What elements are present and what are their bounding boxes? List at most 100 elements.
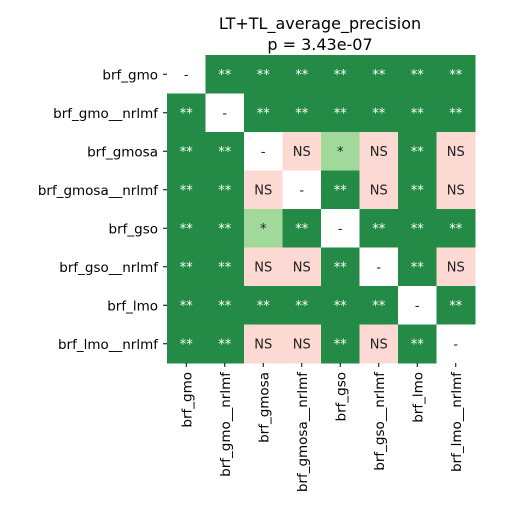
heatmap-cell [282, 209, 322, 248]
y-tick-label: brf_lmo__nrlmf [58, 337, 159, 353]
cell-label: ** [180, 106, 194, 121]
heatmap-cell [359, 324, 399, 364]
heatmap-cell [205, 132, 245, 171]
heatmap-cell [205, 170, 245, 210]
heatmap-cell [282, 286, 322, 325]
cell-label: ** [411, 222, 425, 237]
heatmap-cell [321, 286, 360, 325]
heatmap-cell [205, 93, 245, 133]
heatmap-cell [398, 170, 437, 210]
x-tick-label: brf_gmo [179, 372, 195, 428]
cell-label: * [337, 145, 344, 160]
cell-label: ** [218, 68, 232, 83]
cell-label: NS [447, 183, 465, 198]
cell-label: ** [218, 337, 232, 352]
heatmap-cell [398, 209, 437, 248]
cell-label: - [453, 337, 458, 352]
heatmap-cell [359, 170, 399, 210]
cell-label: ** [449, 299, 463, 314]
heatmap-cells: - ** ** ** ** ** ** ** ** - ** ** ** ** ** ** ** ** - NS * NS… [167, 55, 476, 364]
cell-label: ** [449, 68, 463, 83]
cell-label: - [415, 299, 420, 314]
cell-label: ** [295, 106, 309, 121]
cell-label: NS [293, 145, 311, 160]
cell-label: ** [180, 337, 194, 352]
heatmap-cell [359, 247, 399, 287]
cell-label: ** [372, 106, 386, 121]
heatmap-cell [321, 247, 360, 287]
cell-label: * [260, 222, 267, 237]
cell-label: NS [254, 260, 272, 275]
heatmap-cell [167, 286, 206, 325]
heatmap-cell [282, 93, 322, 133]
cell-label: ** [334, 183, 348, 198]
cell-label: ** [449, 222, 463, 237]
cell-label: NS [254, 183, 272, 198]
cell-label: NS [254, 337, 272, 352]
chart-subtitle: p = 3.43e-07 [267, 35, 372, 54]
cell-label: NS [447, 260, 465, 275]
cell-label: ** [334, 337, 348, 352]
heatmap-cell [436, 132, 476, 171]
cell-label: ** [218, 145, 232, 160]
cell-label: ** [295, 299, 309, 314]
heatmap-cell [244, 55, 283, 94]
cell-label: ** [334, 68, 348, 83]
cell-label: NS [293, 260, 311, 275]
heatmap-cell [167, 170, 206, 210]
y-tick-labels: brf_gmo brf_gmo__nrlmf brf_gmosa brf_gmosa_… [38, 67, 167, 353]
y-tick-label: brf_gmosa [87, 144, 158, 160]
heatmap-cell [167, 93, 206, 133]
cell-label: NS [370, 337, 388, 352]
cell-label: ** [257, 68, 271, 83]
heatmap-cell [321, 324, 360, 364]
cell-label: - [338, 222, 343, 237]
chart-title: LT+TL_average_precision [219, 14, 421, 34]
cell-label: NS [370, 183, 388, 198]
heatmap-cell [205, 247, 245, 287]
cell-label: - [376, 260, 381, 275]
y-tick-label: brf_gmo [102, 67, 158, 83]
heatmap-cell [436, 286, 476, 325]
heatmap-cell [359, 209, 399, 248]
cell-label: ** [180, 222, 194, 237]
cell-label: NS [447, 145, 465, 160]
heatmap-cell [167, 132, 206, 171]
heatmap-cell [167, 324, 206, 364]
cell-label: NS [293, 337, 311, 352]
heatmap-cell [321, 55, 360, 94]
heatmap-cell [321, 209, 360, 248]
cell-label: ** [372, 222, 386, 237]
x-tick-labels: brf_gmo brf_gmo__nrlmf brf_gmosa brf_gmosa_… [179, 363, 465, 492]
heatmap-cell [321, 93, 360, 133]
cell-label: ** [218, 260, 232, 275]
heatmap-cell [205, 286, 245, 325]
heatmap-cell [436, 55, 476, 94]
y-tick-label: brf_lmo [107, 298, 158, 314]
cell-label: ** [295, 68, 309, 83]
cell-label: ** [411, 183, 425, 198]
heatmap-cell [359, 93, 399, 133]
cell-label: ** [372, 299, 386, 314]
cell-label: ** [180, 183, 194, 198]
y-tick-label: brf_gso [109, 221, 159, 237]
cell-label: ** [411, 337, 425, 352]
cell-label: ** [180, 260, 194, 275]
cell-label: ** [372, 68, 386, 83]
heatmap-cell [436, 247, 476, 287]
heatmap-cell [205, 55, 245, 94]
heatmap-cell [321, 170, 360, 210]
heatmap-cell [321, 132, 360, 171]
cell-label: ** [218, 222, 232, 237]
heatmap-cell [436, 170, 476, 210]
cell-label: ** [218, 299, 232, 314]
heatmap-cell [282, 324, 322, 364]
x-tick-label: brf_lmo__nrlmf [449, 371, 465, 472]
heatmap-cell [244, 286, 283, 325]
heatmap-cell [282, 247, 322, 287]
heatmap-cell [205, 209, 245, 248]
heatmap-cell [282, 55, 322, 94]
y-tick-label: brf_gmo__nrlmf [53, 106, 159, 122]
heatmap-cell [244, 324, 283, 364]
